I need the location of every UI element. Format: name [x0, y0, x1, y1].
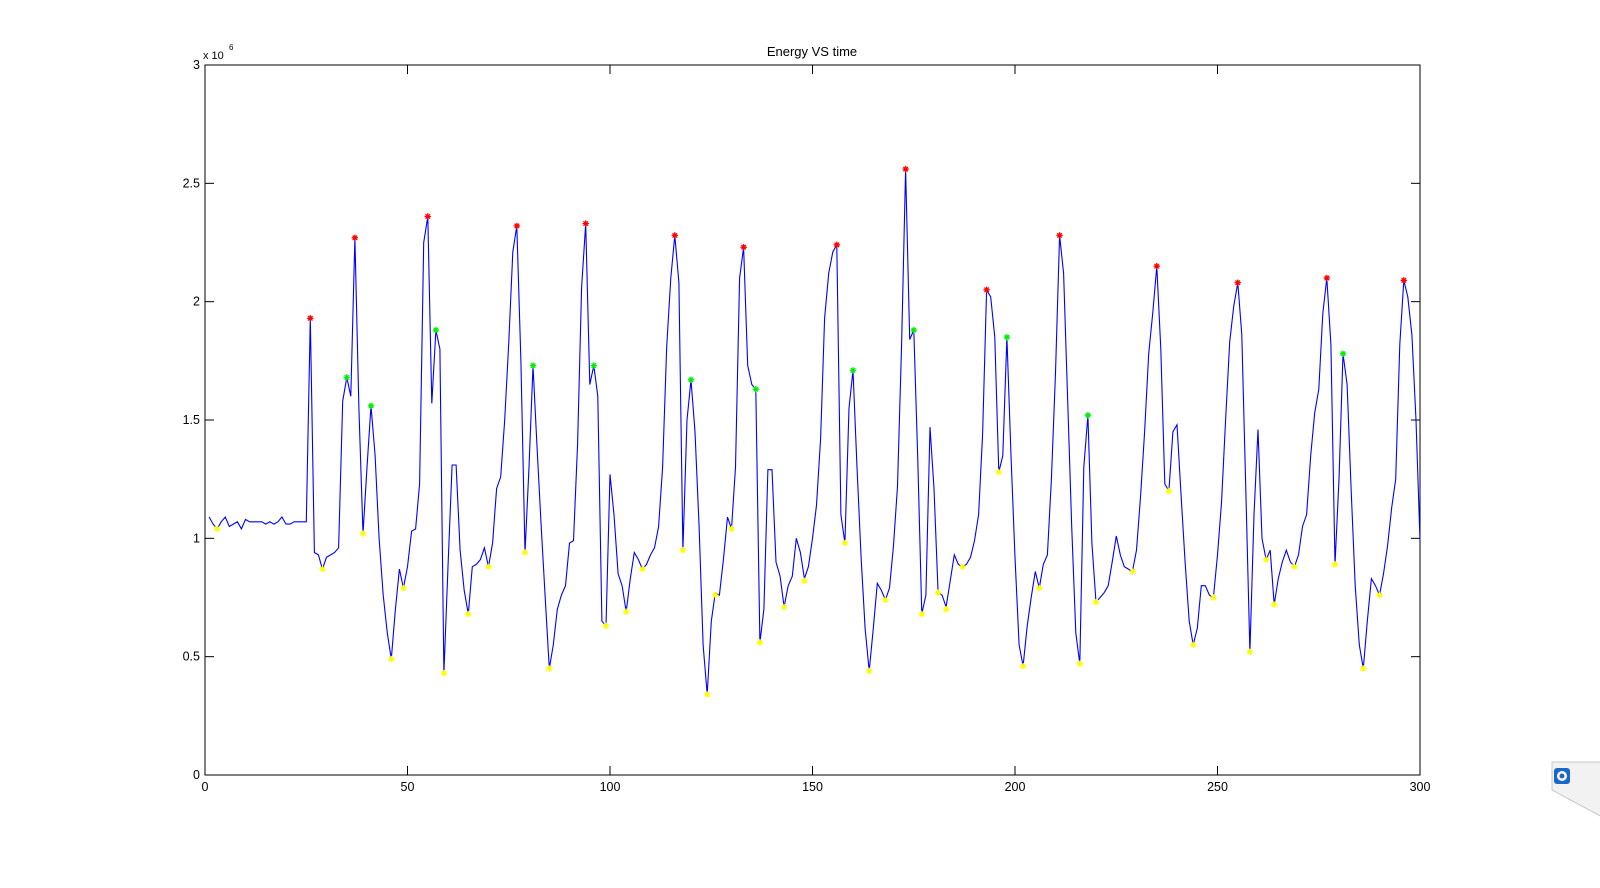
peak-marker	[1400, 277, 1407, 284]
axis-tick-labels: 0 50 100 150 200 250 300 0 0.5 1 1.5 2 2.5 3	[183, 58, 1431, 794]
minimum-marker	[801, 577, 808, 585]
secondary-peak-marker	[432, 326, 440, 334]
minimum-marker	[639, 565, 646, 573]
minimum-marker	[780, 603, 788, 611]
peak-marker	[1323, 274, 1331, 282]
marker-layer	[213, 165, 1407, 698]
minimum-marker	[1165, 487, 1173, 495]
peak-marker	[902, 165, 909, 173]
y-exponent-label: x 10	[203, 50, 224, 62]
minimum-marker	[1036, 584, 1043, 592]
secondary-peak-marker	[1084, 412, 1092, 419]
minimum-marker	[1262, 556, 1270, 563]
minimum-marker	[213, 525, 221, 533]
energy-series-line	[208, 169, 1421, 695]
x-tick-label: 150	[802, 780, 823, 794]
x-tick-label: 300	[1410, 780, 1431, 794]
secondary-peak-marker	[849, 367, 857, 374]
x-tick-label: 200	[1005, 780, 1026, 794]
peak-marker	[351, 234, 359, 241]
secondary-peak-marker	[752, 386, 759, 393]
minimum-marker	[995, 468, 1002, 476]
secondary-peak-marker	[529, 362, 537, 369]
chart-title: Energy VS time	[767, 44, 857, 59]
minimum-marker	[866, 667, 873, 675]
secondary-peak-marker	[1003, 333, 1011, 341]
secondary-peak-marker	[343, 374, 350, 381]
peak-marker	[582, 220, 589, 227]
y-tick-label: 3	[193, 58, 200, 72]
y-tick-label: 0	[193, 768, 200, 782]
minimum-marker	[1019, 662, 1027, 670]
peak-marker	[1056, 232, 1063, 239]
minimum-marker	[1210, 594, 1217, 601]
y-tick-label: 2	[193, 295, 200, 309]
minimum-marker	[1376, 591, 1383, 599]
minimum-marker	[1190, 641, 1197, 649]
axis-ticks	[204, 64, 1421, 776]
secondary-peak-marker	[590, 362, 597, 369]
peak-marker	[983, 286, 990, 294]
minimum-marker	[485, 563, 492, 570]
minimum-marker	[546, 665, 553, 672]
minimum-marker	[388, 655, 395, 663]
minimum-marker	[942, 606, 950, 613]
minimum-marker	[728, 525, 735, 533]
secondary-peak-marker	[1339, 350, 1347, 357]
minimum-marker	[400, 584, 407, 592]
minimum-marker	[704, 691, 711, 698]
minimum-marker	[521, 549, 529, 556]
minimum-marker	[918, 610, 926, 618]
y-tick-label: 1	[193, 531, 200, 545]
plot-area	[204, 64, 1421, 776]
peak-marker	[740, 244, 747, 251]
secondary-peak-marker	[367, 402, 375, 409]
peak-marker	[833, 241, 840, 249]
minimum-marker	[1271, 601, 1278, 608]
minimum-marker	[1076, 660, 1083, 667]
x-tick-label: 250	[1207, 780, 1228, 794]
minimum-marker	[1246, 648, 1254, 656]
minimum-marker	[934, 589, 942, 596]
minimum-marker	[1092, 599, 1100, 606]
minimum-marker	[1360, 665, 1367, 672]
minimum-marker	[623, 608, 630, 615]
peak-marker	[513, 222, 521, 230]
minimum-marker	[841, 539, 849, 547]
peak-marker	[424, 213, 431, 220]
peak-marker	[307, 315, 314, 322]
minimum-marker	[959, 563, 966, 570]
peak-marker	[671, 232, 678, 239]
minimum-marker	[756, 639, 764, 646]
minimum-marker	[1291, 563, 1298, 570]
minimum-marker	[1129, 568, 1136, 575]
secondary-peak-marker	[910, 326, 917, 334]
peak-marker	[1234, 279, 1241, 286]
minimum-marker	[1331, 561, 1339, 568]
minimum-marker	[359, 530, 367, 537]
peak-marker	[1153, 262, 1160, 270]
y-exponent-power: 6	[229, 43, 234, 52]
y-tick-label: 0.5	[183, 650, 200, 664]
minimum-marker	[465, 610, 472, 618]
minimum-marker	[319, 565, 326, 573]
y-tick-label: 1.5	[183, 413, 200, 427]
minimum-marker	[679, 546, 687, 554]
y-tick-label: 2.5	[183, 176, 200, 190]
minimum-marker	[440, 670, 448, 677]
minimum-marker	[602, 622, 610, 630]
teamviewer-widget-icon[interactable]	[1548, 760, 1600, 820]
x-tick-label: 50	[401, 780, 415, 794]
x-tick-label: 0	[202, 780, 209, 794]
minimum-marker	[712, 591, 719, 599]
minimum-marker	[882, 596, 889, 604]
x-tick-label: 100	[600, 780, 621, 794]
secondary-peak-marker	[687, 376, 695, 383]
